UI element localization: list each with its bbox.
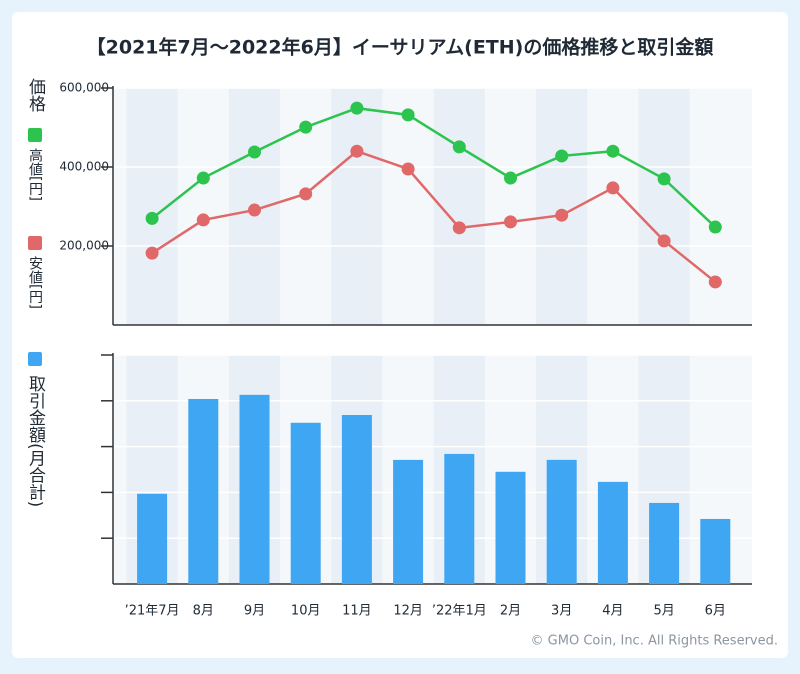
legend-label: 安値[円] [27,256,43,309]
chart-title: 【2021年7月〜2022年6月】イーサリアム(ETH)の価格推移と取引金額 [87,36,714,59]
point [452,221,466,235]
point [299,187,313,201]
bar [393,459,424,584]
bar [649,502,680,584]
x-tick-label: ’22年1月 [432,604,487,619]
x-tick-label: 10月 [291,604,321,619]
x-tick-label: 8月 [193,604,214,619]
point [657,172,671,186]
bar [239,394,270,584]
bar [444,453,475,584]
bar [495,471,526,584]
point [504,215,517,229]
x-tick-label: 4月 [602,604,623,619]
point [555,149,569,163]
bar [597,481,628,584]
legend-swatch [28,236,42,250]
point [145,211,159,225]
column-band [177,88,229,325]
x-tick-label: 6月 [705,604,726,619]
point [350,144,364,158]
legend-label: 高値[円] [27,147,43,201]
series-line [151,149,717,283]
point [299,120,313,134]
point [555,208,569,222]
bar [546,459,577,584]
point [401,162,415,176]
bar [137,493,168,584]
column-band [689,88,741,325]
bar [700,518,731,584]
column-band [126,88,178,325]
column-band [331,88,383,325]
point [606,181,620,195]
column-band [638,88,690,325]
x-tick-label: ’21年7月 [125,604,180,619]
copyright: © GMO Coin, Inc. All Rights Reserved. [531,634,778,649]
point [350,101,364,115]
column-band [484,88,537,325]
point [196,171,210,185]
point [504,171,517,185]
x-tick-label: 9月 [244,604,265,619]
y-tick-label: 400,000 [59,160,109,174]
legend-swatch [28,128,42,142]
point [248,203,261,217]
point [606,144,620,158]
point [401,108,415,122]
series-line [151,106,717,228]
point [145,246,159,260]
x-tick-label: 3月 [551,604,572,619]
bar [290,422,321,584]
bar [341,414,372,584]
legend-label: 取引金額(月合計) [25,375,46,507]
point [708,220,722,234]
point [657,234,671,248]
x-tick-label: 12月 [393,604,423,619]
point [196,213,210,227]
x-tick-label: 11月 [342,604,372,619]
legend-swatch [28,352,42,366]
y-tick-label: 200,000 [59,239,109,253]
y-axis-label: 価格 [25,78,46,112]
y-tick-label: 600,000 [59,81,109,95]
x-tick-label: 2月 [500,604,521,619]
point [248,145,261,159]
point [452,140,466,154]
x-tick-label: 5月 [653,604,674,619]
column-band [382,88,434,325]
point [708,275,722,289]
bar [188,398,219,584]
